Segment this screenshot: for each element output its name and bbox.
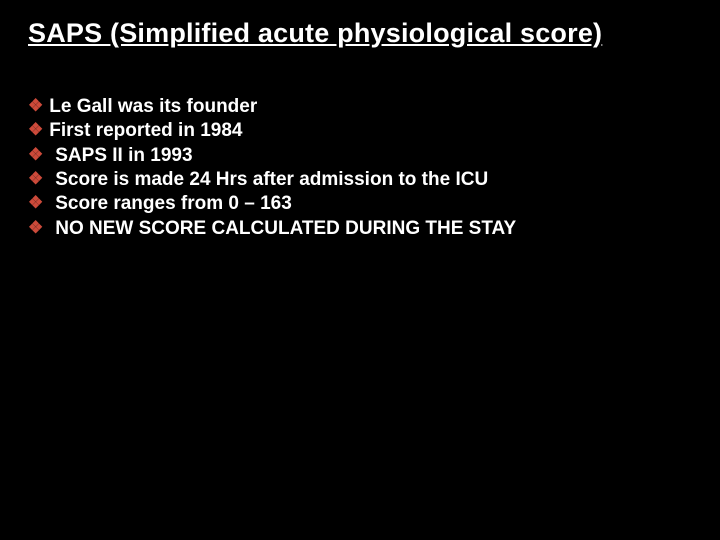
bullet-text: Score ranges from 0 – 163 xyxy=(55,192,292,216)
bullet-list: ❖ Le Gall was its founder ❖ First report… xyxy=(28,95,692,241)
bullet-item: ❖ NO NEW SCORE CALCULATED DURING THE STA… xyxy=(28,217,692,241)
bullet-item: ❖ First reported in 1984 xyxy=(28,119,692,143)
bullet-text: Le Gall was its founder xyxy=(49,95,257,119)
diamond-bullet-icon: ❖ xyxy=(28,192,43,215)
bullet-item: ❖ Le Gall was its founder xyxy=(28,95,692,119)
diamond-bullet-icon: ❖ xyxy=(28,168,43,191)
slide: SAPS (Simplified acute physiological sco… xyxy=(0,0,720,540)
bullet-text: SAPS II in 1993 xyxy=(55,144,192,168)
slide-title: SAPS (Simplified acute physiological sco… xyxy=(28,18,692,49)
bullet-item: ❖ Score is made 24 Hrs after admission t… xyxy=(28,168,692,192)
diamond-bullet-icon: ❖ xyxy=(28,144,43,167)
bullet-text: Score is made 24 Hrs after admission to … xyxy=(55,168,488,192)
bullet-item: ❖ Score ranges from 0 – 163 xyxy=(28,192,692,216)
diamond-bullet-icon: ❖ xyxy=(28,217,43,240)
bullet-text: NO NEW SCORE CALCULATED DURING THE STAY xyxy=(55,217,516,241)
diamond-bullet-icon: ❖ xyxy=(28,119,43,142)
diamond-bullet-icon: ❖ xyxy=(28,95,43,118)
bullet-text: First reported in 1984 xyxy=(49,119,242,143)
bullet-item: ❖ SAPS II in 1993 xyxy=(28,144,692,168)
